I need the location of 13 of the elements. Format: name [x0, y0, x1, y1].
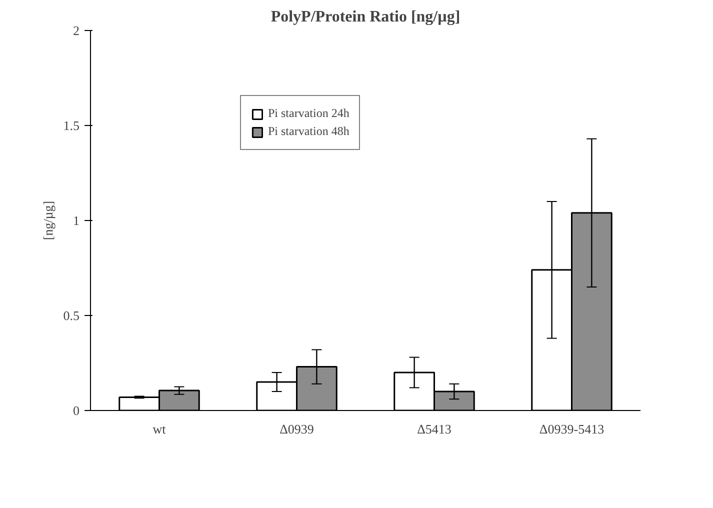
- legend-label: Pi starvation 24h: [268, 106, 350, 121]
- y-tick-label: 1.5: [63, 118, 80, 133]
- legend-label: Pi starvation 48h: [268, 124, 350, 139]
- x-tick-label: Δ0939-5413: [539, 422, 604, 436]
- x-tick-label: Δ0939: [280, 422, 314, 436]
- chart-title: PolyP/Protein Ratio [ng/µg]: [270, 8, 460, 26]
- y-tick-label: 1: [73, 213, 80, 228]
- y-tick-label: 0.5: [63, 308, 80, 323]
- x-tick-label: wt: [152, 422, 166, 436]
- y-tick-label: 0: [73, 403, 80, 418]
- y-axis-title: [ng/µg]: [40, 200, 56, 240]
- y-tick-label: 2: [73, 23, 80, 38]
- x-tick-label: Δ5413: [417, 422, 452, 436]
